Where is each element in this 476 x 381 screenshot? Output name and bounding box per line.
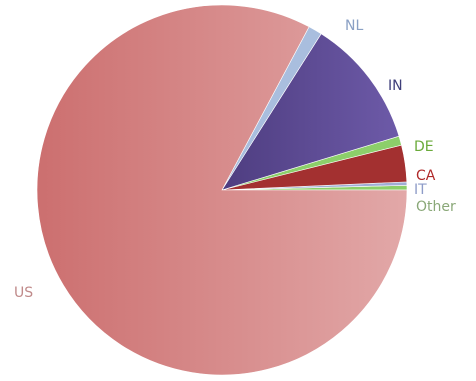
pie-slice-in xyxy=(221,33,400,191)
pie-label-us: US xyxy=(14,285,33,301)
pie-slice-us xyxy=(36,4,408,376)
pie-label-de: DE xyxy=(414,139,434,155)
pie-label-in: IN xyxy=(388,78,403,94)
pie-label-other: Other xyxy=(416,199,456,215)
pie-label-ca: CA xyxy=(416,168,436,184)
pie-label-it: IT xyxy=(414,182,427,198)
pie-label-nl: NL xyxy=(345,18,363,34)
